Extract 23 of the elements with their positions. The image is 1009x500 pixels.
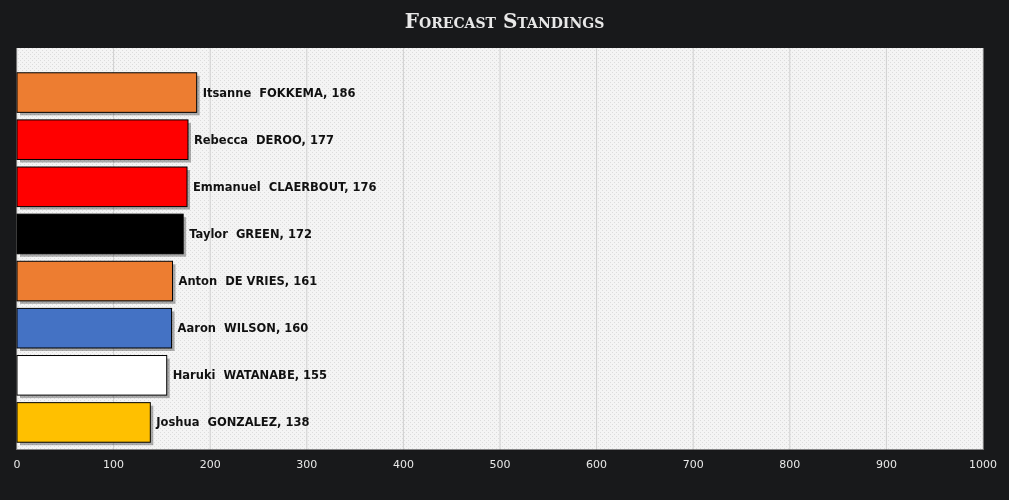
data-label: Rebecca DEROO, 177	[193, 132, 335, 147]
x-tick-label: 100	[103, 458, 125, 471]
x-tick-label: 400	[392, 458, 414, 471]
data-label: Taylor GREEN, 172	[189, 226, 312, 241]
x-tick-label: 700	[682, 458, 704, 471]
bar	[16, 260, 174, 302]
x-tick-label: 300	[296, 458, 318, 471]
bar	[16, 166, 188, 208]
x-tick-label: 500	[489, 458, 511, 471]
data-label: Anton DE VRIES, 161	[178, 274, 318, 289]
x-tick-label: 200	[199, 458, 221, 471]
x-tick-label: 800	[779, 458, 801, 471]
x-tick-label: 1000	[969, 458, 997, 471]
data-label: Emmanuel CLAERBOUT, 176	[193, 179, 377, 194]
bar	[16, 307, 173, 349]
x-tick-label: 900	[875, 458, 897, 471]
x-tick-label: 0	[13, 458, 21, 471]
data-label: Aaron WILSON, 160	[177, 321, 309, 336]
chart-title: Forecast Standings	[404, 9, 605, 33]
data-label: Haruki WATANABE, 155	[172, 368, 328, 383]
data-label: Itsanne FOKKEMA, 186	[202, 85, 356, 100]
x-tick-label: 600	[586, 458, 608, 471]
data-label: Joshua GONZALEZ, 138	[155, 415, 310, 430]
